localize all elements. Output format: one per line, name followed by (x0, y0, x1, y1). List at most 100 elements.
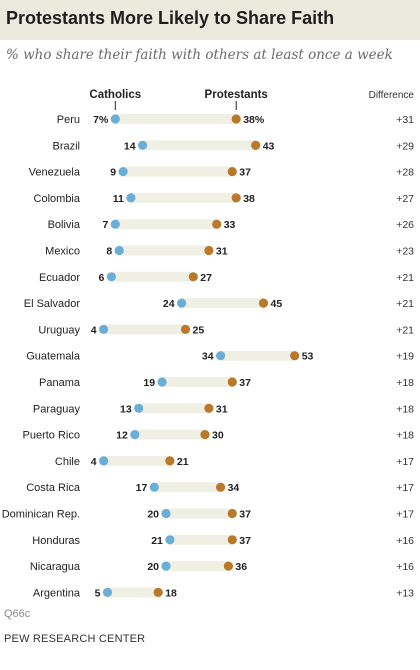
protestants-value-label: 18 (165, 587, 177, 599)
chart-title: Protestants More Likely to Share Faith (0, 0, 420, 40)
protestants-value-label: 37 (239, 167, 251, 179)
protestants-value-label: 21 (177, 456, 189, 468)
catholics-dot (99, 324, 109, 334)
catholics-dot (157, 377, 167, 387)
catholics-value-label: 6 (99, 272, 105, 284)
protestants-dot (227, 535, 237, 545)
protestants-value-label: 36 (235, 561, 247, 573)
catholics-dot (216, 351, 226, 361)
catholics-dot (161, 508, 171, 519)
legend-difference: Difference (369, 90, 415, 101)
category-label: Chile (55, 456, 80, 468)
legend-protestants: Protestants (205, 89, 268, 101)
protestants-value-label: 38% (243, 114, 265, 126)
range-bar (220, 350, 295, 361)
difference-value: +13 (396, 587, 414, 599)
catholics-value-label: 20 (147, 561, 159, 573)
protestants-dot (180, 324, 191, 334)
protestants-value-label: 33 (224, 219, 236, 231)
catholics-value-label: 4 (91, 324, 97, 336)
category-label: El Salvador (24, 298, 81, 310)
category-label: Guatemala (26, 351, 81, 363)
protestants-value-label: 45 (271, 298, 283, 310)
catholics-value-label: 11 (113, 193, 124, 205)
protestants-dot (204, 403, 214, 413)
difference-value: +29 (396, 140, 414, 152)
catholics-dot (102, 587, 113, 597)
protestants-dot (153, 587, 163, 597)
protestants-dot (251, 140, 261, 150)
range-bar (169, 534, 233, 545)
catholics-dot (99, 456, 109, 466)
catholics-dot (126, 193, 136, 203)
protestants-dot (231, 193, 241, 203)
difference-value: +28 (396, 167, 414, 179)
difference-value: +17 (396, 456, 414, 468)
protestants-dot (200, 430, 210, 440)
catholics-value-label: 13 (120, 403, 132, 415)
catholics-value-label: 7 (102, 219, 108, 231)
protestants-value-label: 25 (193, 324, 205, 336)
range-bar (119, 245, 209, 256)
protestants-value-label: 37 (239, 509, 251, 521)
protestants-dot (223, 561, 233, 571)
range-bar (166, 561, 229, 572)
catholics-dot (161, 561, 171, 571)
range-bar (142, 140, 256, 151)
difference-value: +19 (396, 351, 414, 363)
catholics-value-label: 4 (91, 456, 97, 468)
difference-value: +31 (396, 114, 414, 126)
difference-value: +21 (396, 324, 414, 336)
catholics-value-label: 12 (116, 430, 128, 442)
protestants-dot (290, 351, 300, 361)
range-bar (162, 377, 233, 387)
difference-value: +16 (396, 561, 414, 573)
protestants-dot (204, 245, 214, 256)
range-bar (103, 324, 186, 335)
catholics-dot (118, 167, 128, 177)
category-label: Nicaragua (30, 561, 81, 573)
range-bar (115, 114, 237, 124)
range-bar (130, 192, 237, 203)
catholics-dot (134, 403, 144, 413)
difference-value: +18 (396, 403, 414, 415)
protestants-dot (258, 298, 269, 308)
catholics-value-label: 5 (95, 587, 101, 599)
protestants-dot (227, 167, 237, 177)
protestants-dot (216, 482, 226, 492)
category-label: Argentina (33, 587, 81, 599)
category-label: Dominican Rep. (2, 509, 80, 521)
category-label: Honduras (32, 535, 80, 547)
range-bar (181, 298, 264, 309)
category-label: Paraguay (33, 403, 81, 415)
protestants-value-label: 34 (228, 482, 240, 494)
difference-value: +17 (396, 509, 414, 521)
catholics-dot (165, 535, 175, 545)
category-label: Uruguay (38, 324, 80, 336)
protestants-dot (188, 272, 198, 282)
protestants-value-label: 53 (302, 351, 314, 363)
protestants-value-label: 27 (200, 272, 212, 284)
catholics-value-label: 17 (136, 482, 148, 494)
legend-catholics: Catholics (89, 89, 141, 101)
difference-value: +21 (396, 298, 414, 310)
category-label: Costa Rica (26, 482, 81, 494)
difference-value: +21 (396, 272, 414, 284)
protestants-value-label: 37 (239, 377, 251, 389)
difference-value: +16 (396, 535, 414, 547)
difference-value: +23 (396, 246, 414, 258)
protestants-dot (227, 377, 237, 387)
catholics-value-label: 34 (202, 351, 214, 363)
protestants-dot (231, 114, 241, 124)
question-note: Q66c (4, 608, 31, 620)
catholics-value-label: 7% (93, 114, 109, 126)
protestants-value-label: 31 (216, 403, 228, 415)
catholics-dot (106, 272, 116, 282)
catholics-dot (110, 219, 120, 229)
catholics-dot (110, 114, 120, 124)
catholics-value-label: 20 (147, 509, 159, 521)
category-label: Bolivia (48, 219, 81, 231)
category-label: Venezuela (29, 167, 81, 179)
range-bar (166, 508, 233, 519)
